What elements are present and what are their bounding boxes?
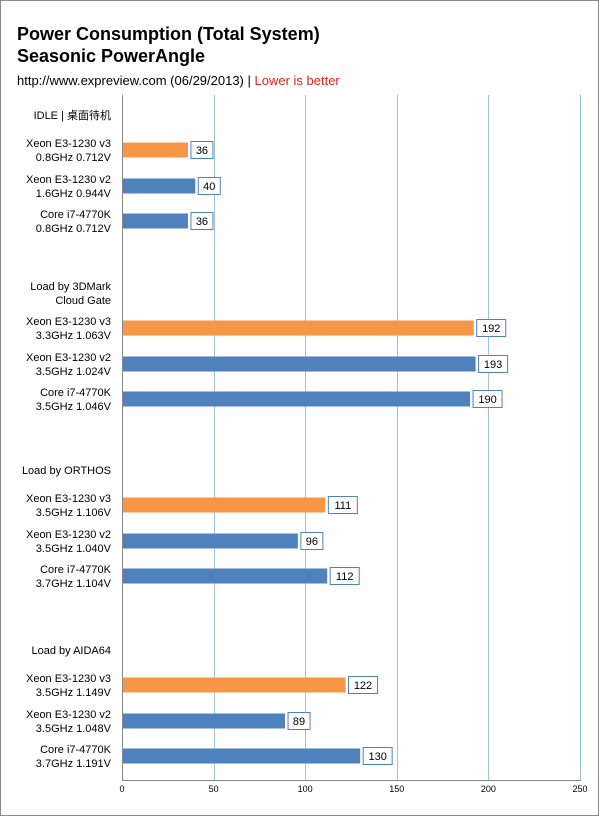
group-label: IDLE | 桌面待机 [34, 108, 111, 122]
data-label-box [300, 532, 324, 550]
bar-category-label: Xeon E3-1230 v3 0.8GHz 0.712V [26, 138, 112, 164]
bar [123, 142, 188, 158]
data-label: 89 [293, 716, 305, 728]
data-label: 96 [306, 536, 318, 548]
bar [123, 533, 298, 549]
data-label-box [287, 712, 311, 730]
data-label: 193 [484, 359, 502, 371]
bar-category-label: Xeon E3-1230 v2 1.6GHz 0.944V [26, 174, 112, 200]
data-label-box [329, 567, 360, 585]
bar-category-label: Xeon E3-1230 v2 3.5GHz 1.048V [26, 709, 112, 735]
chart-title: Power Consumption (Total System) Seasoni… [17, 23, 320, 67]
x-tick-label: 50 [209, 784, 219, 794]
x-tick-label: 200 [481, 784, 496, 794]
data-label: 190 [478, 394, 496, 406]
bar [123, 178, 196, 194]
group-label: Load by AIDA64 [31, 645, 111, 657]
data-label-box [476, 319, 507, 337]
x-tick-label: 250 [572, 784, 587, 794]
bar [123, 391, 471, 407]
data-label: 111 [334, 500, 351, 512]
source-text: http://www.expreview.com (06/29/2013) [17, 73, 244, 88]
bar [123, 748, 361, 764]
bar-category-label: Xeon E3-1230 v3 3.3GHz 1.063V [26, 316, 112, 342]
data-label-box [362, 747, 393, 765]
bar-category-label: Xeon E3-1230 v2 3.5GHz 1.040V [26, 529, 112, 555]
bar-category-label: Core i7-4770K 3.5GHz 1.046V [36, 387, 112, 413]
data-label-box [190, 212, 214, 230]
bar [123, 497, 326, 513]
bar-category-label: Core i7-4770K 0.8GHz 0.712V [36, 209, 112, 235]
chart-title-line-1: Power Consumption (Total System) [17, 24, 320, 44]
bar [123, 213, 188, 229]
chart-title-line-2: Seasonic PowerAngle [17, 46, 206, 66]
bar-category-label: Core i7-4770K 3.7GHz 1.104V [36, 564, 112, 590]
bar [123, 677, 346, 693]
group-label: Load by ORTHOS [22, 465, 111, 477]
x-tick-label: 150 [389, 784, 404, 794]
chart-subtitle: http://www.expreview.com (06/29/2013) | … [17, 73, 340, 88]
lower-is-better-note: Lower is better [254, 73, 340, 88]
bar-category-label: Core i7-4770K 3.7GHz 1.191V [36, 744, 112, 770]
data-label: 40 [203, 181, 215, 193]
data-label: 122 [354, 680, 372, 692]
data-label: 112 [336, 571, 354, 583]
x-tick-label: 100 [298, 784, 313, 794]
data-label-box [478, 355, 509, 373]
data-label-box [348, 676, 379, 694]
data-label-box [190, 141, 214, 159]
data-label-box [472, 390, 503, 408]
data-label-box [197, 177, 221, 195]
x-tick-label: 0 [119, 784, 124, 794]
bar [123, 356, 476, 372]
bar-category-label: Xeon E3-1230 v3 3.5GHz 1.149V [26, 673, 112, 699]
data-label: 130 [368, 751, 386, 763]
bar-category-label: Xeon E3-1230 v3 3.5GHz 1.106V [26, 493, 112, 519]
bar [123, 568, 328, 584]
bar-category-label: Xeon E3-1230 v2 3.5GHz 1.024V [26, 352, 112, 378]
group-label: Load by 3DMark Cloud Gate [30, 281, 111, 307]
data-label: 36 [196, 145, 208, 157]
data-label-box [327, 496, 358, 514]
data-label: 192 [482, 323, 500, 335]
data-label: 36 [196, 216, 208, 228]
subtitle-separator: | [243, 73, 255, 88]
bar [123, 713, 286, 729]
bar [123, 320, 474, 336]
